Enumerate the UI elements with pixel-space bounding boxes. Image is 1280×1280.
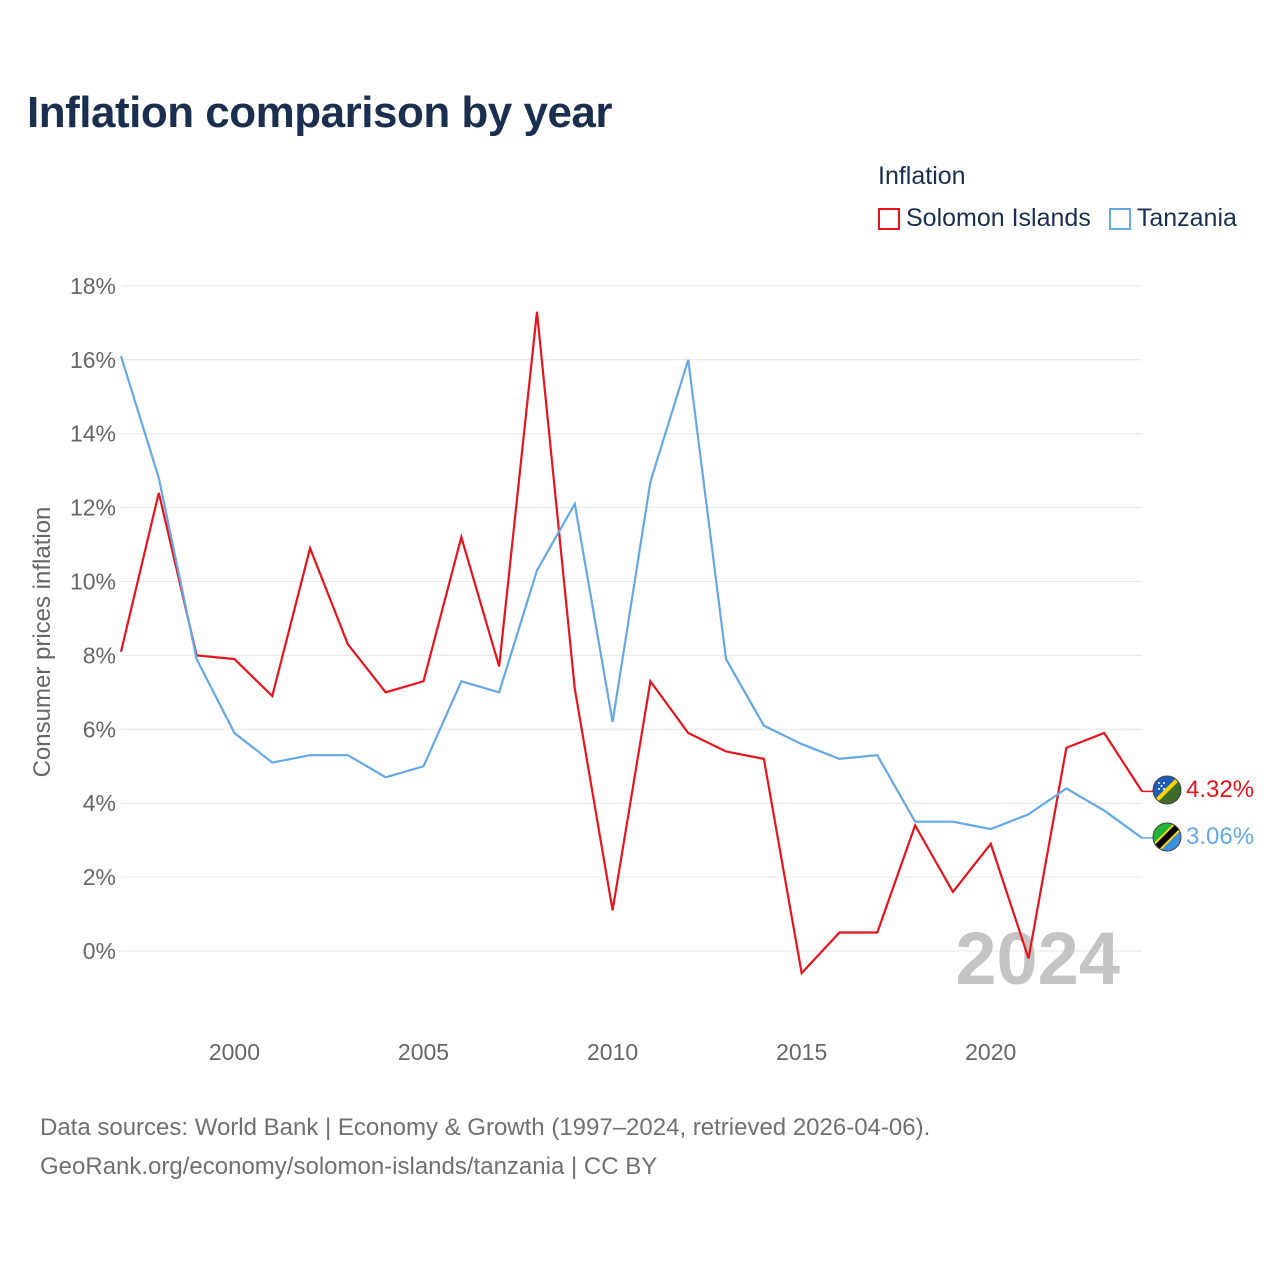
legend-label-tanzania: Tanzania [1136, 204, 1237, 232]
legend-swatch-solomon-islands [878, 207, 900, 230]
legend-label-solomon-islands: Solomon Islands [906, 204, 1091, 232]
legend: Solomon Islands Tanzania [878, 204, 1237, 233]
solomon-islands-flag-icon [1153, 776, 1181, 804]
y-tick-label: 0% [83, 938, 116, 964]
x-tick-label: 2020 [965, 1039, 1016, 1065]
y-tick-label: 10% [70, 569, 116, 595]
series-line-tanzania [119, 355, 1143, 839]
data-source-footer: Data sources: World Bank | Economy & Gro… [40, 1108, 930, 1186]
legend-item-tanzania[interactable]: Tanzania [1108, 204, 1237, 233]
y-tick-label: 8% [83, 642, 116, 668]
y-tick-label: 14% [70, 421, 116, 447]
chart-title: Inflation comparison by year [27, 88, 613, 137]
line-chart: 0% 2% 4% 6% 8% 10% 12% 14% 16% 18% 2000 2005 2010 20… [70, 273, 1254, 1065]
x-tick-label: 2015 [776, 1039, 827, 1065]
y-tick-label: 16% [70, 347, 116, 373]
x-tick-label: 2005 [398, 1039, 449, 1065]
legend-swatch-tanzania [1108, 207, 1131, 230]
end-value-label-tanzania: 3.06% [1186, 823, 1254, 850]
year-watermark: 2024 [955, 917, 1120, 1000]
legend-item-solomon-islands[interactable]: Solomon Islands [878, 204, 1091, 233]
series-line-solomon-islands [119, 311, 1143, 976]
end-value-label-solomon-islands: 4.32% [1186, 776, 1254, 803]
legend-title: Inflation [878, 162, 966, 190]
y-tick-label: 2% [83, 864, 116, 890]
x-tick-label: 2000 [209, 1039, 260, 1065]
tanzania-flag-icon [1153, 823, 1181, 851]
y-tick-label: 4% [83, 790, 116, 816]
source-line-2[interactable]: GeoRank.org/economy/solomon-islands/tanz… [40, 1153, 658, 1180]
x-tick-label: 2010 [587, 1039, 638, 1065]
y-tick-label: 12% [70, 495, 116, 521]
y-tick-label: 6% [83, 716, 116, 742]
source-line-1: Data sources: World Bank | Economy & Gro… [40, 1114, 931, 1141]
y-tick-label: 18% [70, 273, 116, 299]
